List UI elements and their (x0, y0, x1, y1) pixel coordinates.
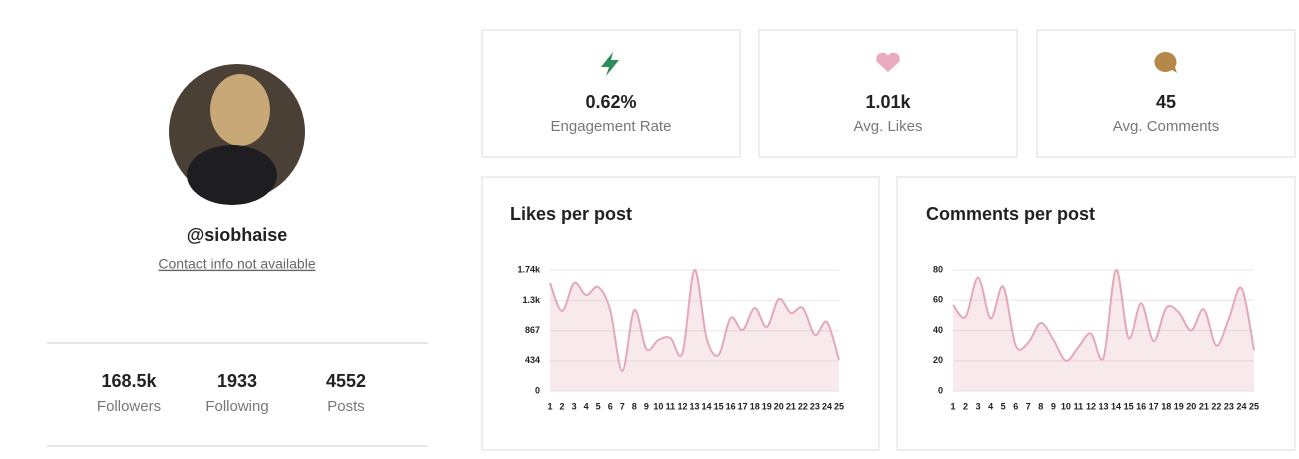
x-tick-label: 14 (1111, 401, 1121, 411)
y-tick-label: 80 (933, 264, 943, 274)
area-fill (550, 269, 839, 391)
summary-value: 0.62% (585, 92, 636, 112)
x-tick-label: 15 (714, 401, 724, 411)
comment-icon (1154, 51, 1177, 73)
y-tick-label: 20 (933, 355, 943, 365)
x-tick-label: 14 (702, 401, 712, 411)
x-tick-label: 25 (1249, 401, 1259, 411)
x-tick-label: 21 (786, 401, 796, 411)
stat-value: 1933 (217, 371, 257, 391)
x-tick-label: 15 (1124, 401, 1134, 411)
stat-card (481, 29, 741, 158)
x-tick-label: 23 (810, 401, 820, 411)
x-tick-label: 7 (620, 401, 625, 411)
y-tick-label: 40 (933, 325, 943, 335)
stat-value: 4552 (326, 371, 366, 391)
x-tick-label: 4 (988, 401, 993, 411)
x-tick-label: 18 (750, 401, 760, 411)
y-tick-label: 867 (525, 325, 540, 335)
x-tick-label: 13 (1098, 401, 1108, 411)
x-tick-label: 18 (1161, 401, 1171, 411)
x-tick-label: 9 (1051, 401, 1056, 411)
x-tick-label: 20 (774, 401, 784, 411)
x-tick-label: 9 (644, 401, 649, 411)
x-tick-label: 3 (976, 401, 981, 411)
x-tick-label: 24 (822, 401, 832, 411)
username: @siobhaise (187, 225, 288, 245)
lightning-icon (601, 52, 619, 76)
x-tick-label: 11 (1074, 401, 1084, 411)
x-tick-label: 2 (560, 401, 565, 411)
x-tick-label: 17 (738, 401, 748, 411)
x-tick-label: 16 (726, 401, 736, 411)
x-tick-label: 20 (1186, 401, 1196, 411)
line (549, 268, 840, 372)
summary-label: Avg. Likes (854, 118, 923, 135)
x-tick-label: 8 (1038, 401, 1043, 411)
x-tick-label: 22 (1211, 401, 1221, 411)
x-tick-label: 16 (1136, 401, 1146, 411)
stat-card (1036, 29, 1296, 158)
summary-label: Engagement Rate (551, 118, 672, 135)
x-tick-label: 17 (1149, 401, 1159, 411)
y-tick-label: 60 (933, 295, 943, 305)
chart-card (896, 176, 1296, 451)
summary-value: 1.01k (865, 92, 911, 112)
x-tick-label: 21 (1199, 401, 1209, 411)
x-tick-label: 7 (1026, 401, 1031, 411)
x-tick-label: 24 (1236, 401, 1246, 411)
x-tick-label: 2 (963, 401, 968, 411)
line (952, 268, 1255, 362)
x-tick-label: 25 (834, 401, 844, 411)
avatar-hair (210, 74, 270, 146)
chart-title: Likes per post (510, 204, 632, 224)
x-tick-label: 4 (584, 401, 589, 411)
x-tick-label: 1 (950, 401, 955, 411)
x-tick-label: 11 (666, 401, 676, 411)
x-tick-label: 13 (689, 401, 699, 411)
x-tick-label: 8 (632, 401, 637, 411)
avatar-body (187, 145, 277, 205)
y-tick-label: 434 (525, 355, 540, 365)
x-tick-label: 3 (572, 401, 577, 411)
stat-label: Posts (327, 398, 365, 415)
x-tick-label: 19 (762, 401, 772, 411)
heart-icon (876, 52, 900, 72)
chart-title: Comments per post (926, 204, 1095, 224)
area-fill (953, 269, 1254, 391)
y-tick-label: 1.3k (522, 295, 541, 305)
x-tick-label: 22 (798, 401, 808, 411)
x-tick-label: 19 (1174, 401, 1184, 411)
contact-link[interactable]: Contact info not available (158, 256, 315, 272)
stat-card (758, 29, 1018, 158)
stat-label: Followers (97, 398, 161, 415)
summary-label: Avg. Comments (1113, 118, 1219, 135)
x-tick-label: 6 (608, 401, 613, 411)
x-tick-label: 12 (677, 401, 687, 411)
stat-label: Following (205, 398, 268, 415)
x-tick-label: 5 (1001, 401, 1006, 411)
stat-value: 168.5k (101, 371, 157, 391)
y-tick-label: 0 (938, 385, 943, 395)
y-tick-label: 0 (535, 385, 540, 395)
chart-card (481, 176, 880, 451)
summary-value: 45 (1156, 92, 1176, 112)
x-tick-label: 10 (1061, 401, 1071, 411)
y-tick-label: 1.74k (517, 264, 541, 274)
x-tick-label: 23 (1224, 401, 1234, 411)
x-tick-label: 1 (547, 401, 552, 411)
x-tick-label: 12 (1086, 401, 1096, 411)
x-tick-label: 6 (1013, 401, 1018, 411)
x-tick-label: 10 (653, 401, 663, 411)
x-tick-label: 5 (596, 401, 601, 411)
